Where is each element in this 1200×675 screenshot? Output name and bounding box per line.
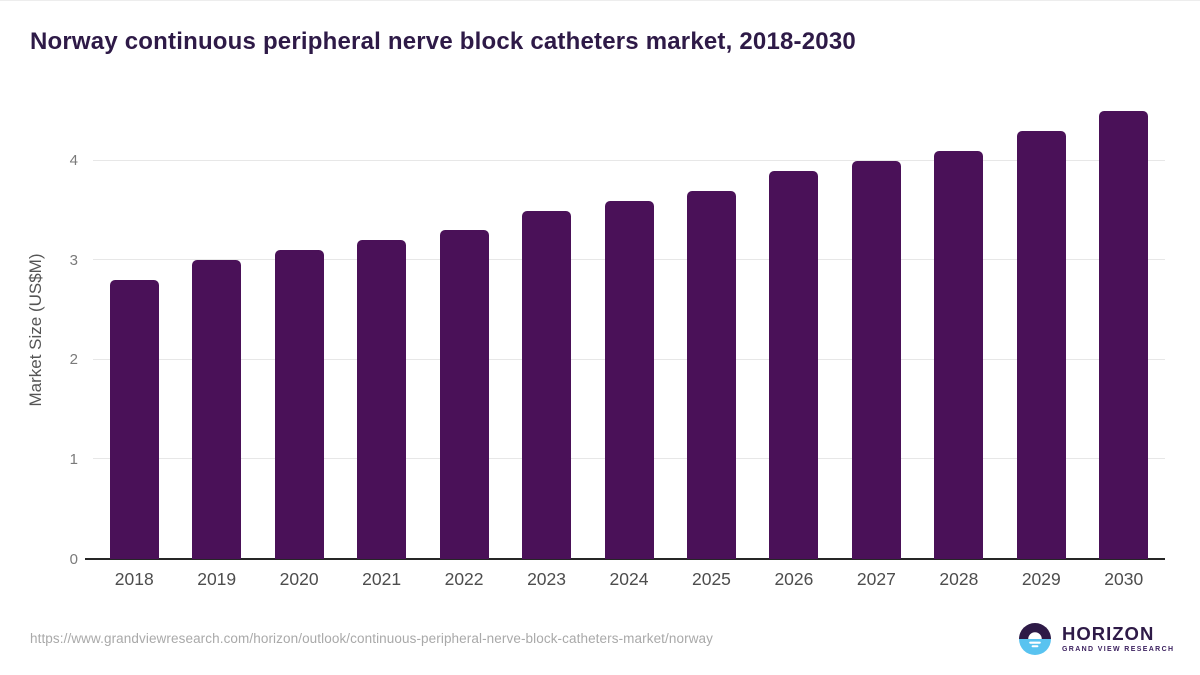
x-tick-label: 2029 [1021, 569, 1061, 589]
bar-2021 [357, 240, 407, 559]
x-tick-label: 2018 [114, 569, 154, 589]
source-url: https://www.grandviewresearch.com/horizo… [30, 631, 714, 646]
gridline [93, 159, 1165, 161]
x-tick-label: 2025 [691, 569, 731, 589]
bar-2027 [851, 160, 901, 559]
bar-2018 [109, 280, 159, 559]
y-tick-label: 2 [69, 351, 78, 369]
bar-2019 [192, 260, 242, 559]
x-tick-label: 2027 [856, 569, 896, 589]
plot-area: 0 1 2 3 4 2018 2019 2020 2021 2022 2023 2024 2025 202… [70, 101, 1165, 589]
x-axis-line [85, 558, 1165, 560]
x-tick-label: 2019 [197, 569, 237, 589]
x-tick-label: 2024 [609, 569, 649, 589]
bar-2028 [934, 150, 984, 559]
bar-2022 [439, 230, 489, 559]
horizon-logo-icon [1019, 623, 1051, 655]
y-tick-label: 4 [69, 152, 78, 170]
bar-2026 [769, 170, 819, 559]
x-tick-label: 2020 [279, 569, 319, 589]
bar-2024 [604, 200, 654, 559]
x-tick-label: 2022 [444, 569, 484, 589]
x-tick-label: 2023 [527, 569, 566, 589]
y-tick-label: 1 [69, 450, 78, 468]
chart-title: Norway continuous peripheral nerve block… [30, 28, 856, 55]
bar-2030 [1099, 110, 1149, 559]
horizon-logo: HORIZON GRAND VIEW RESEARCH [1019, 623, 1174, 655]
bar-2020 [274, 250, 324, 559]
bar-2025 [686, 190, 736, 559]
y-tick-label: 3 [69, 251, 78, 269]
x-tick-label: 2021 [362, 569, 402, 589]
logo-subtitle: GRAND VIEW RESEARCH [1062, 645, 1175, 653]
y-axis-title: Market Size (US$M) [26, 253, 45, 407]
y-tick-label: 0 [69, 550, 78, 568]
x-tick-label: 2030 [1104, 569, 1144, 589]
bar-2029 [1016, 130, 1066, 559]
logo-text: HORIZON GRAND VIEW RESEARCH [1062, 625, 1174, 653]
x-tick-label: 2028 [939, 569, 979, 589]
x-tick-label: 2026 [774, 569, 814, 589]
logo-title: HORIZON [1062, 623, 1155, 645]
bar-2023 [522, 210, 572, 559]
